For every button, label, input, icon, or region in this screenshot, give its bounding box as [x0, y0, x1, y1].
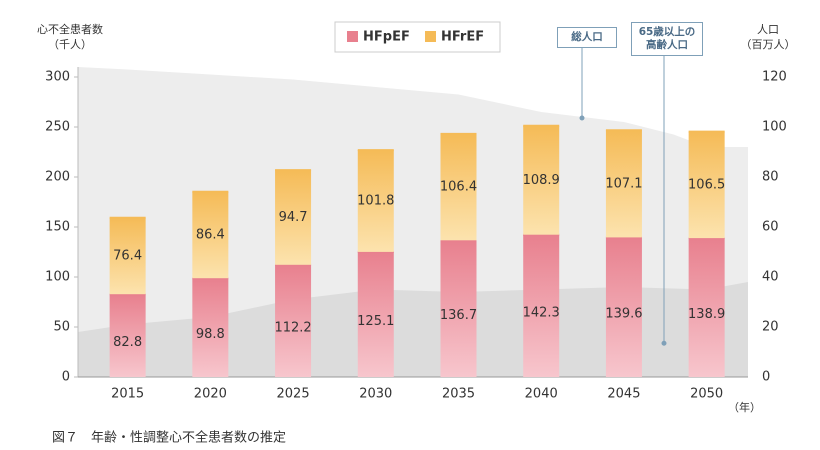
data-label: 94.7	[279, 210, 308, 225]
y2-axis-title: 人口	[757, 23, 779, 36]
bar-segment	[523, 125, 560, 235]
data-label: 108.9	[523, 173, 560, 188]
y-tick-label: 100	[45, 270, 70, 285]
bar-segment	[275, 170, 312, 265]
data-label: 76.4	[113, 249, 142, 264]
y-axis-title: 心不全患者数	[37, 22, 103, 36]
data-label: 112.2	[274, 320, 311, 335]
bar-segment	[275, 264, 312, 377]
y2-axis-title: （百万人）	[741, 38, 796, 51]
bar-segment	[688, 131, 725, 239]
y2-tick-label: 100	[762, 120, 787, 135]
legend-box	[334, 21, 501, 53]
y-tick-label: 250	[45, 120, 70, 135]
bar-segment	[192, 278, 229, 377]
data-label: 86.4	[196, 228, 225, 243]
x-tick-label: 2015	[111, 387, 144, 402]
bar-segment	[357, 251, 394, 377]
bar-segment	[440, 240, 477, 377]
x-tick-label: 2030	[359, 387, 392, 402]
data-label: 138.9	[688, 307, 725, 322]
y2-tick-label: 0	[762, 370, 770, 385]
legend-swatch	[347, 31, 358, 42]
data-label: 139.6	[605, 307, 642, 322]
legend-swatch	[425, 31, 436, 42]
y-tick-label: 150	[45, 220, 70, 235]
y2-tick-label: 60	[762, 220, 779, 235]
y-tick-label: 0	[62, 370, 70, 385]
bar-segment	[440, 133, 477, 241]
data-label: 142.3	[523, 305, 560, 320]
y-tick-label: 200	[45, 170, 70, 185]
annotation-dot	[661, 340, 667, 346]
x-tick-label: 2045	[607, 387, 640, 402]
area-annotation: 65歳以上の高齢人口	[631, 22, 703, 56]
data-label: 136.7	[440, 308, 477, 323]
y2-tick-label: 20	[762, 320, 779, 335]
legend-label: HFpEF	[363, 30, 410, 45]
x-tick-label: 2050	[690, 387, 723, 402]
y2-tick-label: 120	[762, 70, 787, 85]
data-label: 101.8	[357, 194, 394, 209]
bar-segment	[109, 294, 146, 377]
y2-tick-label: 80	[762, 170, 779, 185]
legend-label: HFrEF	[441, 30, 484, 45]
annotation-dot	[579, 115, 585, 121]
x-tick-label: 2020	[194, 387, 227, 402]
bar-segment	[192, 191, 229, 279]
y-axis-title: （千人）	[48, 38, 92, 51]
x-tick-label: 2025	[277, 387, 310, 402]
y2-tick-label: 40	[762, 270, 779, 285]
data-label: 107.1	[605, 176, 642, 191]
data-label: 125.1	[357, 314, 394, 329]
bar-segment	[109, 217, 146, 295]
y-tick-label: 50	[53, 320, 70, 335]
data-label: 106.4	[440, 180, 477, 195]
bar-segment	[688, 238, 725, 377]
bar-segment	[605, 237, 642, 377]
x-tick-label: 2040	[525, 387, 558, 402]
x-tick-label: 2035	[442, 387, 475, 402]
bar-segment	[523, 234, 560, 377]
population-area	[78, 282, 748, 377]
x-unit: （年）	[728, 400, 761, 414]
caption: 図７ 年齢・性調整心不全患者数の推定	[52, 430, 286, 446]
y-tick-label: 300	[45, 70, 70, 85]
data-label: 106.5	[688, 177, 725, 192]
area-annotation: 総人口	[557, 27, 617, 48]
bar-segment	[605, 130, 642, 238]
data-label: 82.8	[113, 335, 142, 350]
bar-segment	[357, 150, 394, 252]
data-label: 98.8	[196, 327, 225, 342]
